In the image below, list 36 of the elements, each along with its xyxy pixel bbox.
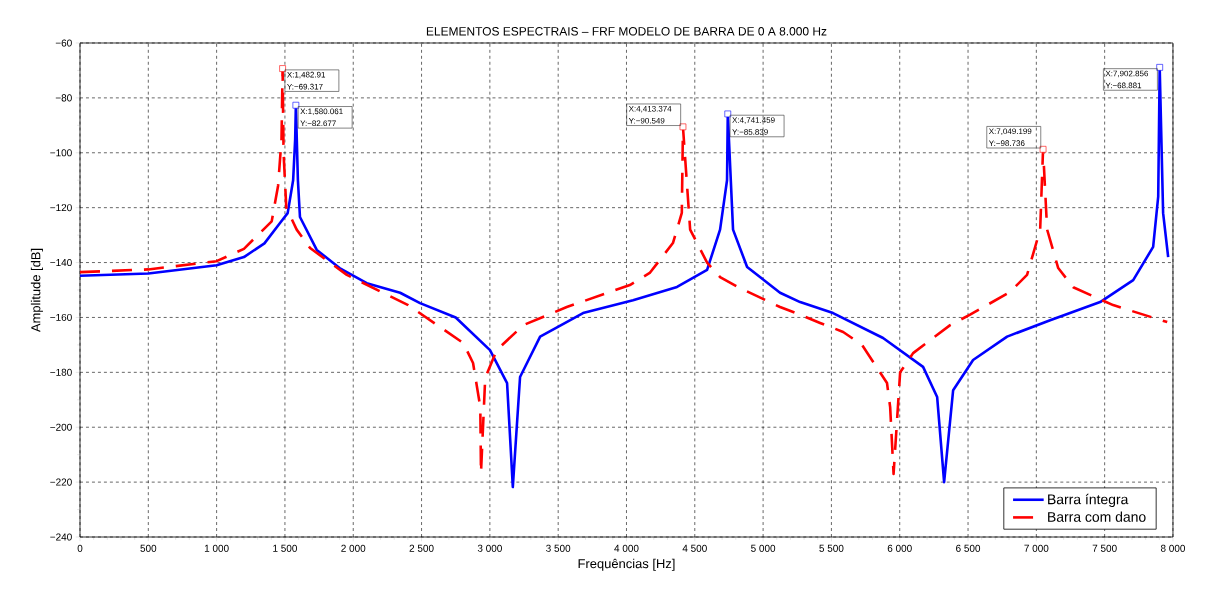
y-tick-label: −240 [50, 533, 72, 541]
point [292, 101, 300, 109]
y-tick-label: −80 [55, 94, 72, 102]
point [1156, 64, 1163, 71]
y-tick-label: −180 [50, 368, 72, 376]
x-axis-title: Frequências [Hz] [578, 558, 675, 571]
y-tick-label: −200 [50, 423, 72, 431]
y-tick-label: −160 [50, 313, 72, 321]
x-tick-label: 2 000 [341, 544, 366, 552]
point [1039, 146, 1047, 153]
x-tick-label: 4 000 [614, 544, 639, 552]
legend-label: Barra com dano [1048, 511, 1146, 522]
x-tick-label: 2 500 [409, 544, 434, 552]
y-tick-label: −100 [50, 149, 72, 157]
y-tick-label: −120 [50, 204, 72, 212]
y-tick-label: −220 [50, 478, 72, 486]
legend-label: Barra íntegra [1048, 493, 1129, 508]
chart-title: ELEMENTOS ESPECTRAIS – FRF MODELO DE BARRA DE 0 A 8.000 Hz [426, 27, 827, 36]
x-tick-label: 6 500 [956, 544, 981, 552]
y-axis-title: Amplitude [dB] [30, 248, 43, 333]
y-tick-label: −60 [55, 39, 72, 47]
x-tick-label: 3 500 [546, 544, 571, 552]
x-tick-label: 3 000 [477, 544, 502, 552]
x-tick-label: 1 000 [204, 544, 229, 552]
x-tick-label: 500 [140, 544, 157, 552]
x-tick-label: 0 [77, 544, 83, 552]
x-tick-label: 6 000 [887, 544, 912, 552]
x-tick-label: 5 500 [819, 544, 844, 552]
x-tick-label: 8 000 [1160, 544, 1186, 552]
x-tick-label: 7 000 [1024, 544, 1049, 552]
x-tick-label: 5 000 [751, 544, 776, 552]
x-tick-label: 1 500 [273, 544, 297, 552]
point [679, 123, 687, 131]
y-tick-label: −140 [50, 259, 72, 267]
x-tick-label: 4 500 [682, 544, 707, 552]
x-tick-label: 7 500 [1092, 544, 1117, 552]
